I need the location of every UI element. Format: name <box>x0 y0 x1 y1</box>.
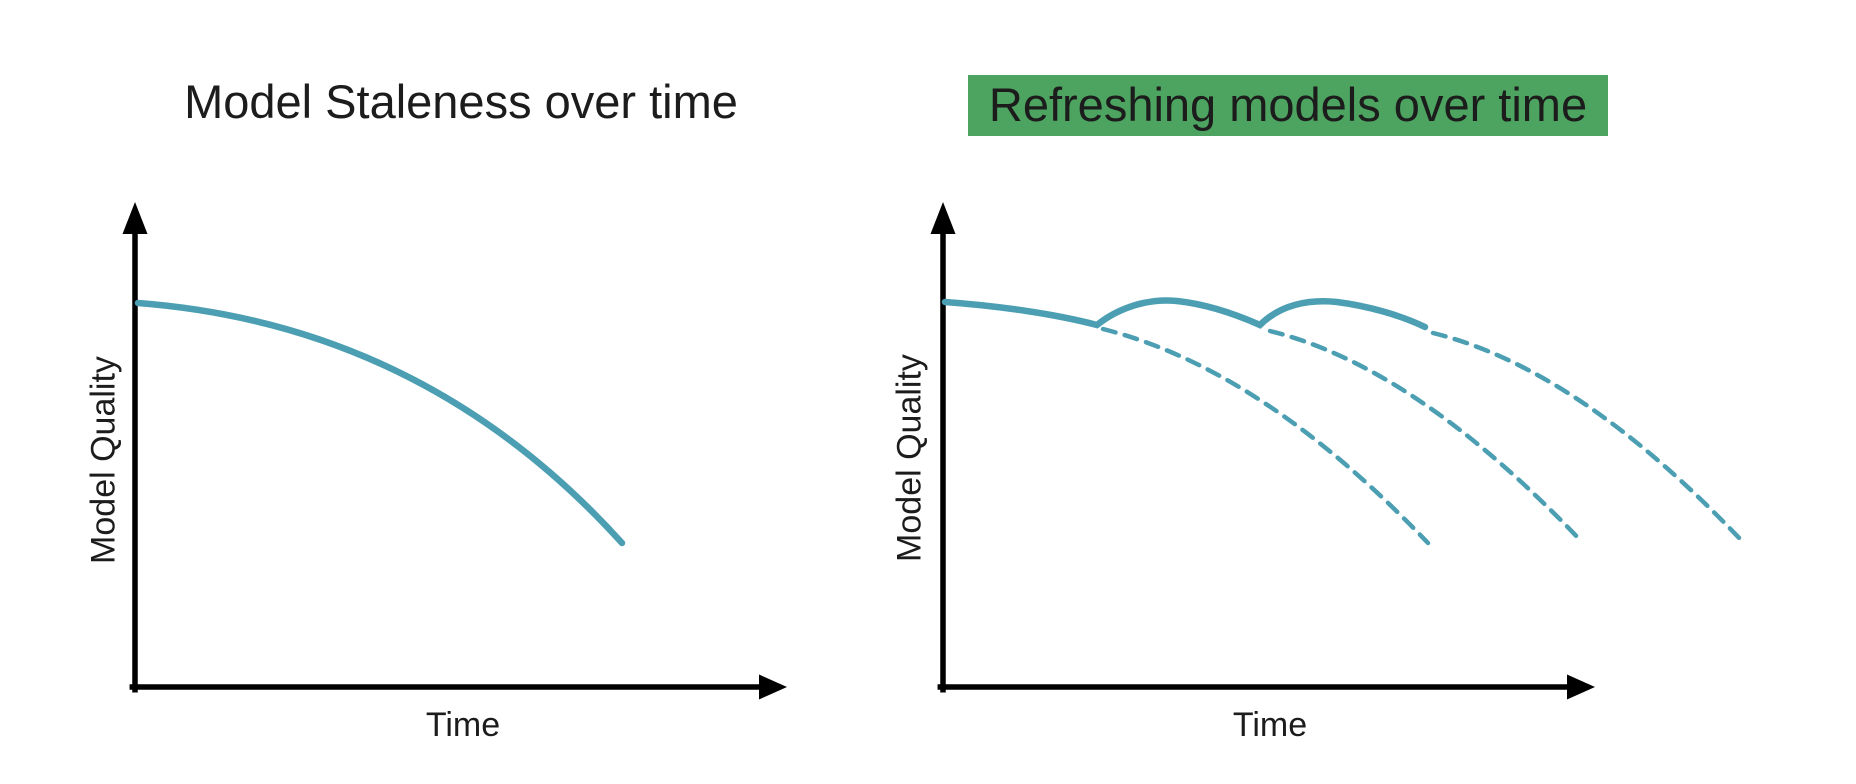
refreshing-x-axis-label: Time <box>1232 706 1308 744</box>
refreshing-chart-title: Refreshing models over time <box>968 75 1608 136</box>
staleness-chart-title: Model Staleness over time <box>184 75 738 128</box>
staleness-x-axis-label: Time <box>425 706 501 744</box>
decay-projection-3 <box>1430 330 1745 544</box>
refreshing-curves <box>941 297 1745 546</box>
decay-projection-2 <box>1267 328 1585 545</box>
y-axis-arrowhead-icon <box>122 202 148 234</box>
staleness-y-axis-label: Model Quality <box>84 356 123 564</box>
refreshing-axes <box>930 202 1595 700</box>
y-axis-arrowhead-icon <box>930 202 956 234</box>
staleness-axes <box>122 202 787 700</box>
x-axis-arrowhead-icon <box>759 674 787 700</box>
staleness-curves <box>134 299 626 547</box>
quality-decay-curve <box>134 299 626 547</box>
decay-projection-1 <box>1100 326 1431 546</box>
refreshed-quality-curve <box>941 297 1429 331</box>
refreshing-y-axis-label: Model Quality <box>890 354 929 562</box>
x-axis-arrowhead-icon <box>1567 674 1595 700</box>
